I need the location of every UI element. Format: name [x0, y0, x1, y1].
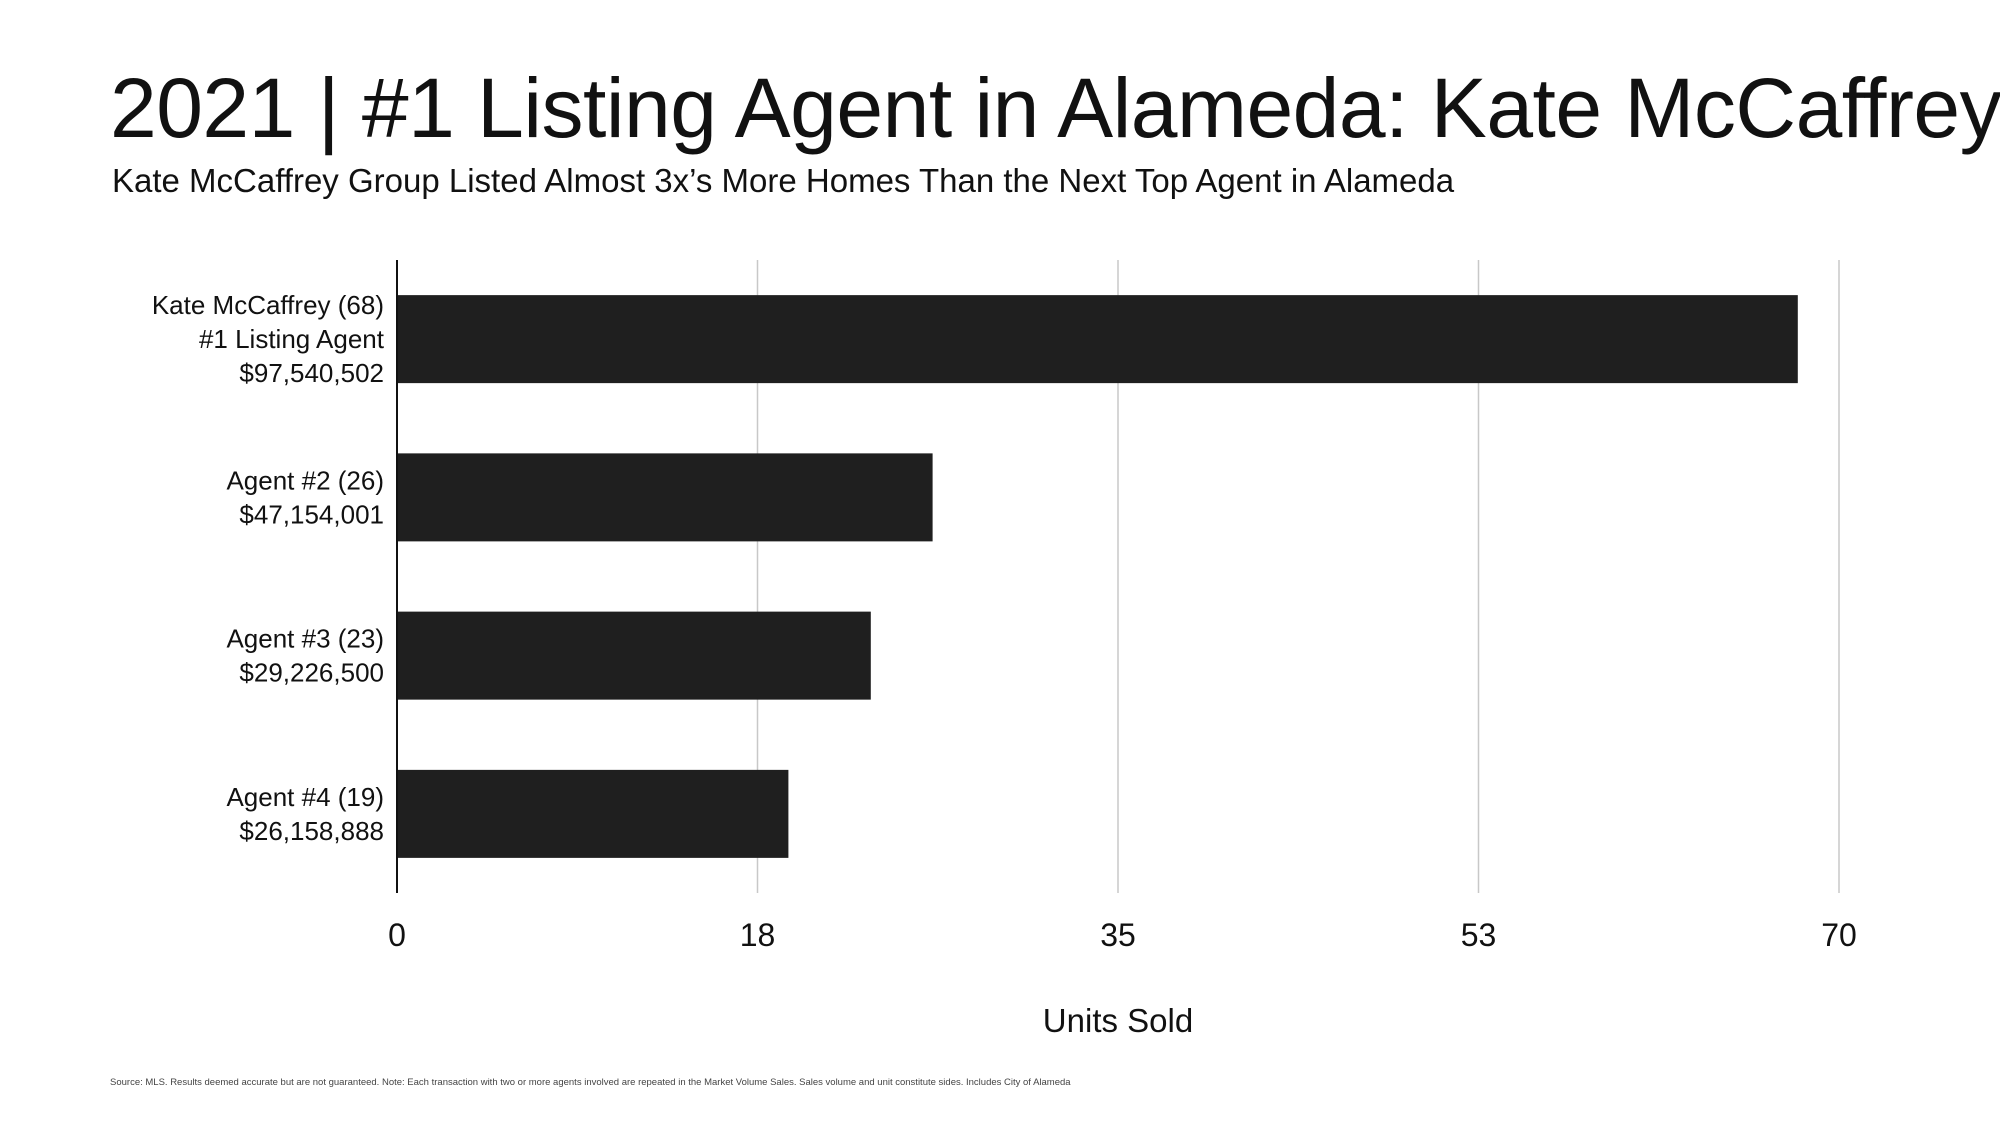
- source-note: Source: MLS. Results deemed accurate but…: [110, 1077, 1071, 1088]
- category-label-line: Agent #2 (26): [226, 465, 384, 495]
- x-tick-label: 0: [388, 917, 406, 953]
- x-tick-label: 18: [740, 917, 776, 953]
- category-labels: Kate McCaffrey (68) #1 Listing Agent $97,5…: [152, 290, 385, 846]
- category-label-line: $97,540,502: [239, 358, 384, 388]
- category-label-line: $29,226,500: [239, 658, 384, 688]
- chart-title: 2021 | #1 Listing Agent in Alameda: Kate…: [110, 61, 2000, 155]
- x-tick-label: 53: [1461, 917, 1497, 953]
- category-label-line: Agent #4 (19): [226, 782, 384, 812]
- category-label: Agent #3 (23) $29,226,500: [226, 624, 384, 688]
- bar: [397, 295, 1798, 384]
- category-label-line: Kate McCaffrey (68): [152, 290, 384, 320]
- bar: [397, 611, 871, 700]
- category-label-line: #1 Listing Agent: [199, 324, 385, 354]
- x-axis-title: Units Sold: [1043, 1002, 1193, 1039]
- category-label: Kate McCaffrey (68) #1 Listing Agent $97,5…: [152, 290, 385, 388]
- category-label-line: $47,154,001: [239, 499, 384, 529]
- bars: [397, 295, 1798, 858]
- x-tick-label: 70: [1821, 917, 1857, 953]
- category-label: Agent #4 (19) $26,158,888: [226, 782, 384, 846]
- bar: [397, 453, 933, 542]
- category-label-line: Agent #3 (23): [226, 624, 384, 654]
- x-tick-labels: 0 18 35 53 70: [388, 917, 1857, 953]
- x-tick-label: 35: [1100, 917, 1136, 953]
- category-label-line: $26,158,888: [239, 816, 384, 846]
- category-label: Agent #2 (26) $47,154,001: [226, 465, 384, 529]
- bar: [397, 769, 789, 858]
- chart-subtitle: Kate McCaffrey Group Listed Almost 3x’s …: [112, 162, 1455, 199]
